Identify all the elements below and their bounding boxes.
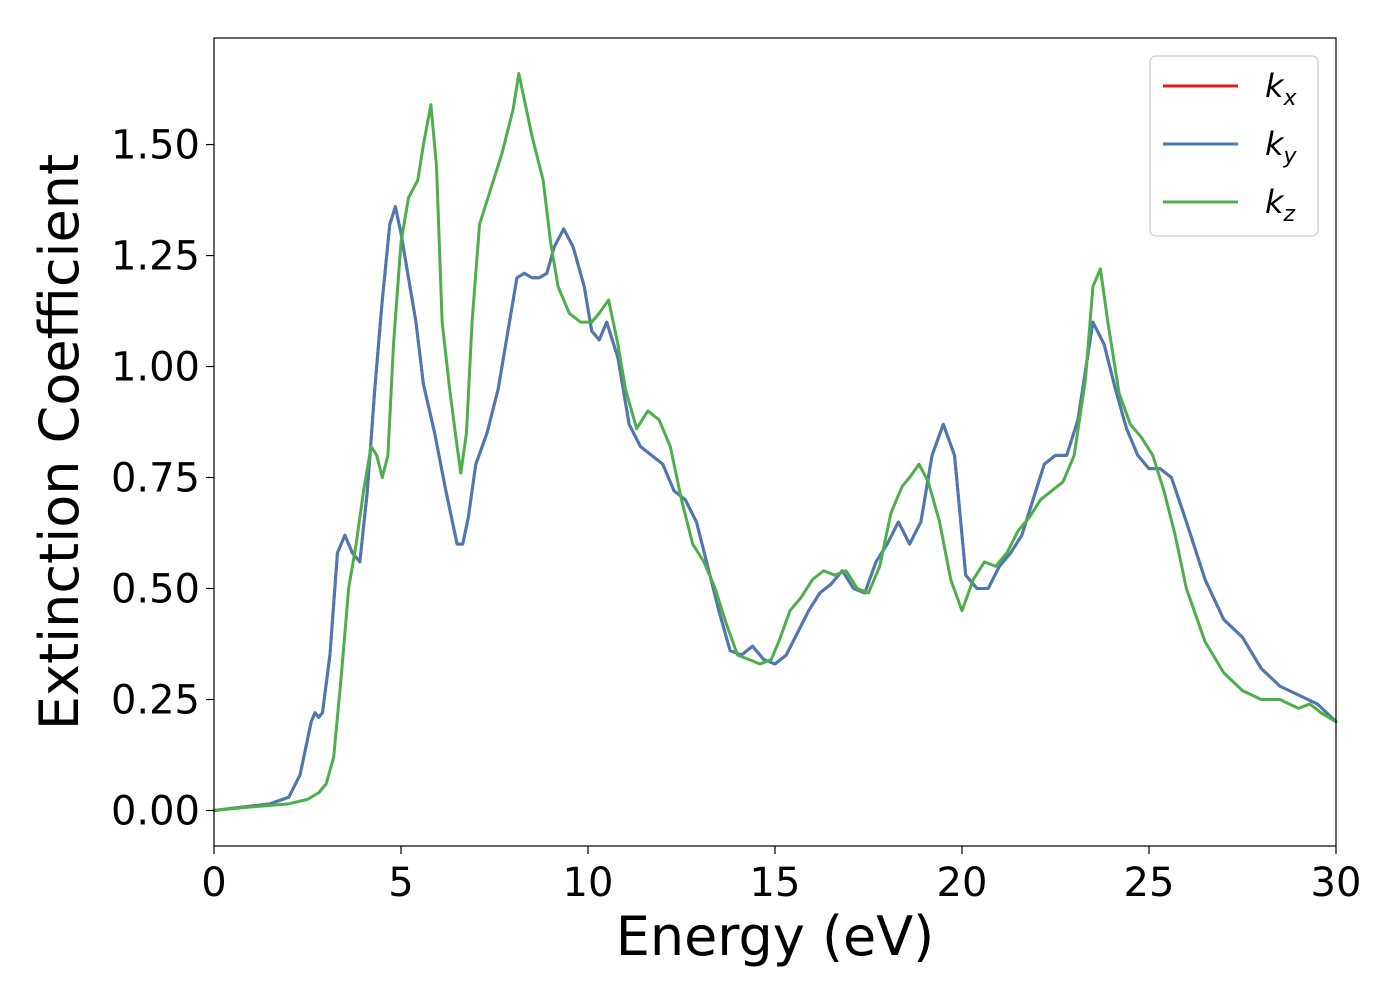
y-tick-label: 0.75: [111, 456, 200, 502]
x-tick-label: 10: [563, 860, 614, 906]
legend-label-kx: kx: [1265, 67, 1298, 111]
legend-label-main: k: [1265, 125, 1285, 163]
legend-label-ky: ky: [1265, 125, 1298, 169]
series-layer: [212, 72, 1338, 812]
x-tick-label: 5: [388, 860, 413, 906]
y-axis-title: Extinction Coefficient: [28, 154, 91, 730]
legend-label-main: k: [1265, 67, 1285, 105]
y-tick-label: 1.50: [111, 123, 200, 169]
series-line-kz: [212, 72, 1338, 812]
y-tick-label: 0.00: [111, 788, 200, 834]
x-tick-label: 30: [1311, 860, 1362, 906]
legend-box: [1149, 55, 1319, 237]
y-tick-label: 0.50: [111, 567, 200, 613]
y-axis: 0.00 0.25 0.50 0.75 1.00 1.25 1.50: [111, 123, 214, 834]
y-tick-label: 0.25: [111, 677, 200, 723]
legend-label-main: k: [1265, 183, 1285, 221]
series-line-ky: [212, 205, 1338, 812]
legend-label-subscript: x: [1283, 86, 1298, 111]
y-tick-label: 1.25: [111, 234, 200, 280]
y-tick-label: 1.00: [111, 345, 200, 391]
x-tick-label: 15: [750, 860, 801, 906]
x-tick-label: 20: [937, 860, 988, 906]
x-tick-label: 0: [201, 860, 226, 906]
x-tick-label: 25: [1124, 860, 1175, 906]
x-axis: 0 5 10 15 20 25 30: [201, 846, 1361, 906]
legend-label-subscript: y: [1283, 144, 1298, 169]
legend-label-kz: kz: [1265, 183, 1296, 227]
legend-label-subscript: z: [1283, 202, 1296, 227]
x-axis-title: Energy (eV): [616, 905, 935, 968]
